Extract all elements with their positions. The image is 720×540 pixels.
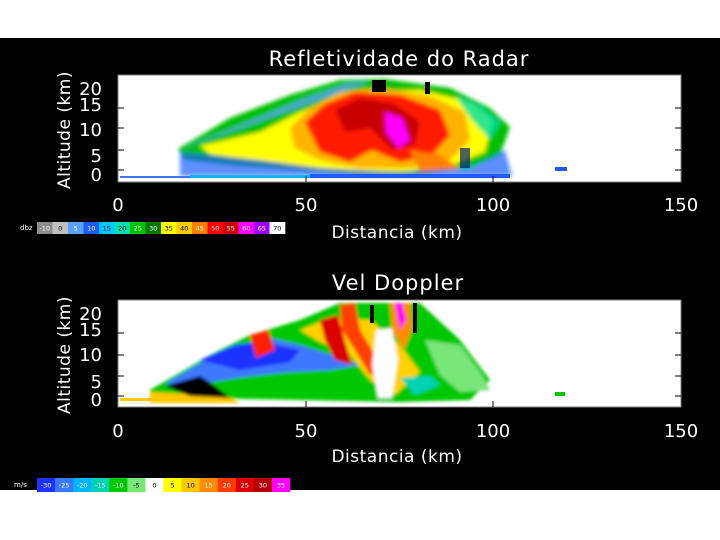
colorbar-swatch: [99, 222, 115, 234]
colorbar-swatch: [127, 478, 146, 492]
colorbar-tick-label: 65: [258, 225, 266, 233]
colorbar-swatch: [145, 478, 164, 492]
colorbar-swatch: [199, 478, 219, 492]
reflectivity-xtick-50: 50: [295, 195, 318, 216]
doppler-field: [120, 303, 565, 403]
doppler-ytick-10: 10: [79, 345, 102, 366]
reflectivity-ytick-15: 15: [79, 95, 102, 116]
doppler-x-axis-label: Distancia (km): [331, 447, 462, 467]
colorbar-tick-label: 35: [165, 225, 173, 233]
colorbar-swatch: [73, 478, 92, 492]
colorbar-tick-label: 25: [241, 482, 249, 490]
doppler-ytick-15: 15: [79, 320, 102, 341]
colorbar-tick-label: 20: [223, 482, 231, 490]
colorbar-swatch: [55, 478, 74, 492]
reflectivity-xtick-0: 0: [112, 195, 123, 216]
doppler-ytick-5: 5: [91, 372, 102, 393]
reflectivity-y-axis-label: Altitude (km): [55, 71, 75, 189]
doppler-panel: Vel Doppler Altitude (km) 20 15 10 5 0 0…: [14, 271, 698, 492]
colorbar-tick-label: 30: [259, 482, 267, 490]
colorbar-swatch: [161, 222, 177, 234]
colorbar-tick-label: 35: [277, 482, 285, 490]
reflectivity-xtick-100: 100: [476, 195, 510, 216]
colorbar-swatch: [223, 222, 239, 234]
colorbar-tick-label: 45: [196, 225, 204, 233]
colorbar-swatch: [176, 222, 193, 234]
doppler-xtick-150: 150: [664, 421, 698, 442]
colorbar-tick-label: -30: [41, 482, 52, 490]
colorbar-swatch: [130, 222, 146, 234]
colorbar-swatch: [181, 478, 200, 492]
colorbar-tick-label: 40: [180, 225, 188, 233]
colorbar-swatch: [163, 478, 182, 492]
colorbar-tick-label: 10: [186, 482, 194, 490]
colorbar-swatch: [269, 222, 286, 234]
colorbar-swatch: [37, 478, 56, 492]
colorbar-tick-label: 20: [118, 225, 126, 233]
colorbar-swatch: [145, 222, 162, 234]
reflectivity-ytick-5: 5: [91, 146, 102, 167]
doppler-xtick-0: 0: [112, 421, 123, 442]
colorbar-swatch: [192, 222, 208, 234]
colorbar-swatch: [207, 222, 224, 234]
colorbar-tick-label: 25: [134, 225, 142, 233]
reflectivity-field: [120, 79, 567, 178]
colorbar-swatch: [238, 222, 255, 234]
colorbar-tick-label: 15: [205, 482, 213, 490]
colorbar-tick-label: 30: [149, 225, 157, 233]
colorbar-swatch: [91, 478, 110, 492]
reflectivity-ytick-10: 10: [79, 120, 102, 141]
colorbar-tick-label: 55: [227, 225, 235, 233]
colorbar-tick-label: 10: [87, 225, 95, 233]
colorbar-swatch: [83, 222, 100, 234]
reflectivity-xtick-150: 150: [664, 195, 698, 216]
doppler-y-axis-label: Altitude (km): [55, 296, 75, 414]
colorbar-swatch: [109, 478, 128, 492]
colorbar-tick-label: 0: [152, 482, 156, 490]
colorbar-tick-label: -20: [77, 482, 88, 490]
colorbar-swatch: [253, 478, 273, 492]
colorbar-swatch: [254, 222, 270, 234]
colorbar-swatch: [114, 222, 131, 234]
colorbar-swatch: [235, 478, 255, 492]
reflectivity-x-axis-label: Distancia (km): [331, 223, 462, 243]
colorbar-tick-label: -10: [113, 482, 124, 490]
colorbar-tick-label: 15: [103, 225, 111, 233]
colorbar-tick-label: 60: [242, 225, 250, 233]
doppler-xtick-100: 100: [476, 421, 510, 442]
reflectivity-colorbar: -10 0 5 10 15 20 25 30 35 40 45 50 55 60 65 70: [37, 222, 286, 234]
reflectivity-colorbar-unit: dbz: [20, 224, 33, 232]
colorbar-tick-label: 0: [58, 225, 62, 233]
reflectivity-ytick-20: 20: [79, 79, 102, 100]
colorbar-swatch: [271, 478, 291, 492]
colorbar-swatch: [68, 222, 84, 234]
doppler-tick-marks: [118, 332, 681, 407]
colorbar-tick-label: 50: [211, 225, 219, 233]
colorbar-tick-label: -5: [133, 482, 139, 490]
colorbar-tick-label: 70: [273, 225, 281, 233]
reflectivity-ytick-0: 0: [91, 165, 102, 186]
colorbar-swatch: [52, 222, 69, 234]
colorbar-swatch: [217, 478, 237, 492]
colorbar-tick-label: -10: [39, 225, 50, 233]
colorbar-tick-label: 5: [170, 482, 174, 490]
colorbar-tick-label: -15: [95, 482, 106, 490]
doppler-title: Vel Doppler: [332, 271, 464, 295]
reflectivity-panel: Refletividade do Radar Altitude (km) 20 …: [20, 47, 698, 243]
reflectivity-title: Refletividade do Radar: [269, 47, 530, 71]
doppler-colorbar-unit: m/s: [14, 481, 27, 489]
doppler-xtick-50: 50: [295, 421, 318, 442]
doppler-ytick-20: 20: [79, 304, 102, 325]
colorbar-tick-label: -25: [59, 482, 70, 490]
colorbar-swatch: [37, 222, 53, 234]
colorbar-tick-label: 5: [74, 225, 78, 233]
doppler-ytick-0: 0: [91, 390, 102, 411]
reflectivity-tick-marks: [118, 107, 681, 182]
doppler-colorbar: -30 -25 -20 -15 -10 -5 0 5 10 15 20 25 30 35: [37, 478, 291, 492]
